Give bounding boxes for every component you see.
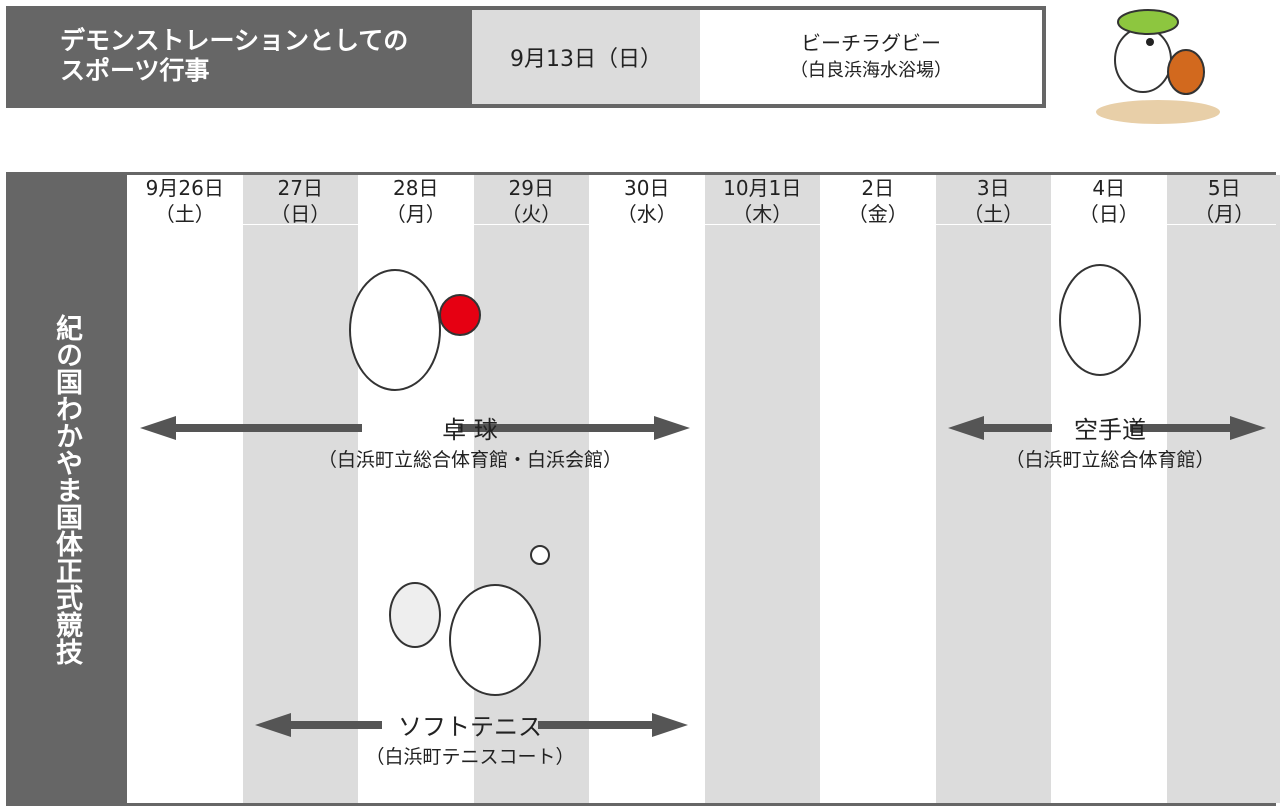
day-weekday: （土） xyxy=(154,202,215,226)
day-date: 30日 xyxy=(624,176,670,200)
event-block: 卓 球 （白浜町立総合体育館・白浜会館） xyxy=(240,410,700,472)
event-name: ソフトテニス xyxy=(398,713,542,741)
demo-event: ビーチラグビー （白良浜海水浴場） xyxy=(700,6,1046,108)
day-column xyxy=(127,175,243,803)
event-name: 卓 球 xyxy=(442,416,498,444)
day-column xyxy=(1166,175,1280,803)
title-line: スポーツ行事 xyxy=(60,56,210,85)
day-date: 27日 xyxy=(277,176,323,200)
day-date: 4日 xyxy=(1092,176,1126,200)
day-weekday: （火） xyxy=(501,202,562,226)
event-venue: （白良浜海水浴場） xyxy=(790,60,952,81)
day-date: 2日 xyxy=(861,176,895,200)
day-weekday: （水） xyxy=(616,202,677,226)
day-weekday: （土） xyxy=(963,202,1024,226)
day-column xyxy=(242,175,358,803)
event-venue: （白浜町立総合体育館・白浜会館） xyxy=(317,449,622,471)
day-weekday: （金） xyxy=(847,202,908,226)
demo-title: デモンストレーションとしての スポーツ行事 xyxy=(6,6,472,108)
day-column xyxy=(589,175,705,803)
day-date: 10月1日 xyxy=(723,176,802,200)
day-weekday: （月） xyxy=(385,202,446,226)
event-block: ソフトテニス （白浜町テニスコート） xyxy=(300,707,640,769)
day-weekday: （月） xyxy=(1194,202,1255,226)
event-block: 空手道 （白浜町立総合体育館） xyxy=(975,410,1245,472)
event-venue: （白浜町テニスコート） xyxy=(365,746,575,768)
header-rule xyxy=(127,224,1276,225)
day-column xyxy=(704,175,820,803)
day-column xyxy=(820,175,936,803)
day-date: 29日 xyxy=(508,176,554,200)
day-weekday: （木） xyxy=(732,202,793,226)
event-venue: （白浜町立総合体育館） xyxy=(1005,449,1215,471)
day-column xyxy=(935,175,1051,803)
day-date: 3日 xyxy=(976,176,1010,200)
header-rule xyxy=(6,172,1276,175)
day-date: 28日 xyxy=(393,176,439,200)
mascot-rugby xyxy=(1096,9,1220,124)
day-date: 9月26日 xyxy=(145,176,224,200)
day-column xyxy=(473,175,589,803)
event-name: 空手道 xyxy=(1074,416,1146,444)
demo-date: 9月13日（日） xyxy=(472,6,700,108)
event-name: ビーチラグビー xyxy=(801,31,941,55)
title-line: デモンストレーションとしての xyxy=(60,26,409,55)
row-label: 紀の国わかやま国体正式競技 xyxy=(6,172,127,806)
day-weekday: （日） xyxy=(270,202,331,226)
day-weekday: （日） xyxy=(1078,202,1139,226)
day-date: 5日 xyxy=(1207,176,1241,200)
